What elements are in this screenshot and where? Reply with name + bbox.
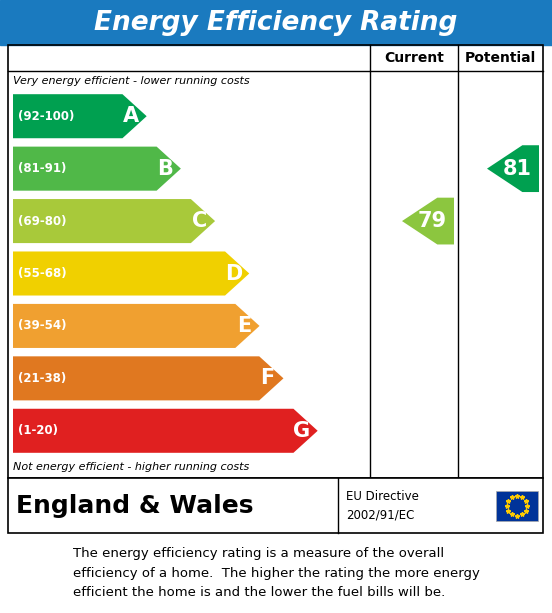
Text: (81-91): (81-91) (18, 162, 66, 175)
Text: (55-68): (55-68) (18, 267, 67, 280)
Text: (92-100): (92-100) (18, 110, 75, 123)
Text: D: D (225, 264, 242, 283)
Text: EU Directive
2002/91/EC: EU Directive 2002/91/EC (346, 490, 419, 521)
Text: A: A (123, 106, 139, 126)
Text: (69-80): (69-80) (18, 215, 66, 227)
Polygon shape (13, 304, 259, 348)
Bar (496, 490, 538, 520)
Polygon shape (402, 197, 454, 245)
Text: Very energy efficient - lower running costs: Very energy efficient - lower running co… (13, 75, 250, 85)
Text: Energy Efficiency Rating: Energy Efficiency Rating (94, 9, 458, 36)
Text: E: E (237, 316, 251, 336)
Text: England & Wales: England & Wales (16, 493, 253, 517)
Polygon shape (13, 356, 284, 400)
Polygon shape (487, 145, 539, 192)
Bar (8, 478, 543, 533)
Text: Not energy efficient - higher running costs: Not energy efficient - higher running co… (13, 462, 250, 473)
Text: 81: 81 (503, 159, 532, 178)
Polygon shape (13, 251, 250, 295)
Text: The energy efficiency rating is a measure of the overall
efficiency of a home.  : The energy efficiency rating is a measur… (72, 547, 480, 598)
Text: G: G (293, 421, 310, 441)
Bar (0, 0, 552, 45)
Text: (1-20): (1-20) (18, 424, 58, 437)
Polygon shape (13, 147, 181, 191)
Text: Current: Current (384, 51, 444, 65)
Text: (39-54): (39-54) (18, 319, 66, 332)
Text: 79: 79 (418, 211, 447, 231)
Text: (21-38): (21-38) (18, 372, 66, 385)
Polygon shape (13, 199, 215, 243)
Text: Potential: Potential (465, 51, 536, 65)
Text: F: F (261, 368, 275, 389)
Bar (8, 45, 543, 478)
Polygon shape (13, 94, 147, 139)
Text: C: C (192, 211, 207, 231)
Text: B: B (157, 159, 173, 178)
Polygon shape (13, 409, 317, 453)
